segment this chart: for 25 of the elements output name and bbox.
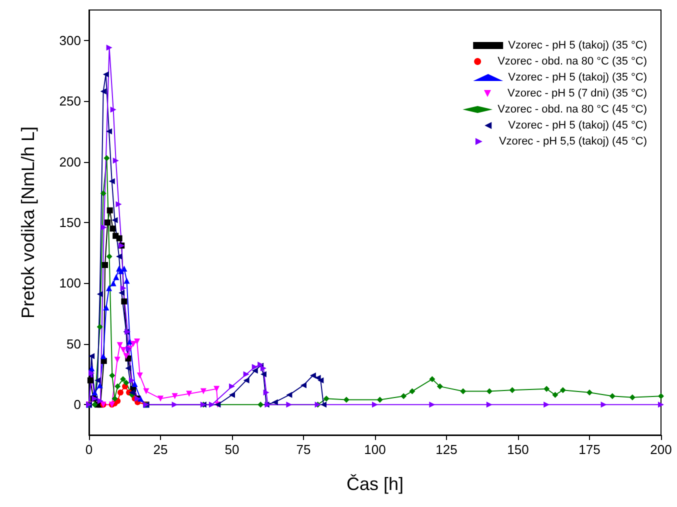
y-tick-label: 300 xyxy=(59,32,81,48)
x-tick-label: 50 xyxy=(224,442,240,457)
y-axis-title: Pretok vodika [NmL/h L] xyxy=(18,126,38,319)
x-tick-label: 200 xyxy=(650,442,672,457)
y-tick-label: 250 xyxy=(59,94,81,109)
y-tick-label: 100 xyxy=(59,276,81,291)
x-axis-title: Čas [h] xyxy=(346,474,404,494)
x-tick-label: 125 xyxy=(436,442,458,457)
y-tick-label: 0 xyxy=(74,397,81,412)
x-tick-label: 100 xyxy=(364,442,386,457)
y-tick-label: 150 xyxy=(59,215,81,230)
x-tick-label: 150 xyxy=(507,442,529,457)
x-tick-label: 0 xyxy=(85,442,93,457)
legend-label: Vzorec - obd. na 80 °C (35 °C) xyxy=(498,56,648,68)
legend-label: Vzorec - pH 5 (takoj) (35 °C) xyxy=(508,40,648,52)
x-tick-label: 175 xyxy=(578,442,600,457)
x-tick-label: 75 xyxy=(296,442,311,457)
legend-label: Vzorec - obd. na 80 °C (45 °C) xyxy=(498,104,648,116)
legend-label: Vzorec - pH 5 (7 dni) (35 °C) xyxy=(508,88,647,100)
y-tick-label: 50 xyxy=(66,336,81,352)
legend-label: Vzorec - pH 5,5 (takoj) (45 °C) xyxy=(498,136,648,148)
legend-label: Vzorec - pH 5 (takoj) (45 °C) xyxy=(508,120,648,132)
legend-label: Vzorec - pH 5 (takoj) (35 °C) xyxy=(508,72,648,84)
x-tick-label: 25 xyxy=(153,442,168,457)
y-tick-label: 200 xyxy=(59,154,81,170)
